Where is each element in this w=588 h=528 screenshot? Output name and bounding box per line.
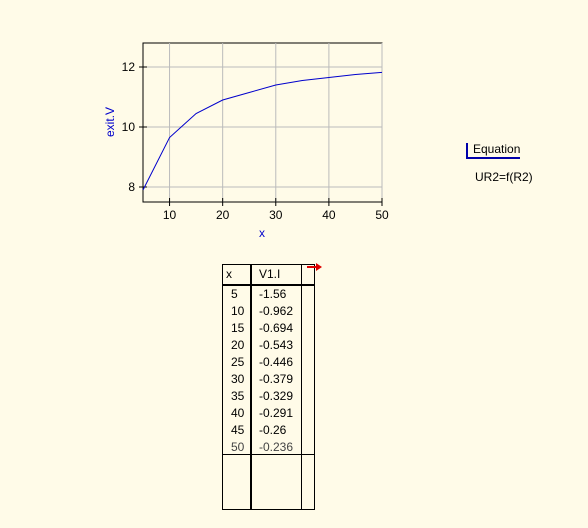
table-row[interactable]: 15 -0.694 xyxy=(223,321,301,338)
plot-area xyxy=(142,42,383,203)
column-divider xyxy=(301,265,302,509)
equation-formula: UR2=f(R2) xyxy=(475,170,533,184)
x-axis-label: x xyxy=(259,226,265,240)
cell-v1-i: -0.694 xyxy=(259,321,294,335)
header-divider xyxy=(223,284,314,286)
cell-v1-i: -0.236 xyxy=(259,440,294,454)
cell-x: 5 xyxy=(231,287,238,301)
cell-x: 30 xyxy=(231,372,245,386)
table-row[interactable]: 20 -0.543 xyxy=(223,338,301,355)
cell-x: 40 xyxy=(231,406,245,420)
table-row[interactable]: 25 -0.446 xyxy=(223,355,301,372)
cell-v1-i: -0.543 xyxy=(259,338,294,352)
cell-x: 25 xyxy=(231,355,245,369)
cell-x: 50 xyxy=(231,440,245,454)
column-header-x[interactable]: x xyxy=(226,267,232,281)
table-body: 5 -1.56 10 -0.962 15 -0.694 20 -0.543 25 -0.446 30… xyxy=(223,287,301,457)
results-table[interactable]: x V1.I 5 -1.56 10 -0.962 15 -0.694 20 -0.543 25-… xyxy=(222,264,315,510)
series-line xyxy=(142,71,383,191)
column-header-v1-i[interactable]: V1.I xyxy=(259,267,281,281)
x-tick-label: 30 xyxy=(269,208,283,222)
cell-v1-i: -1.56 xyxy=(259,287,287,301)
column-divider xyxy=(250,265,252,509)
equation-block[interactable]: Equation xyxy=(466,143,520,159)
table-row[interactable]: 5 -1.56 xyxy=(223,287,301,304)
cell-v1-i: -0.291 xyxy=(259,406,294,420)
cell-x: 15 xyxy=(231,321,245,335)
axis-ticks: 10 20 30 40 50 8 10 12 xyxy=(122,60,389,222)
line-chart: 10 20 30 40 50 8 10 12 x exit.V xyxy=(103,42,389,240)
red-arrow-icon[interactable] xyxy=(307,262,323,272)
y-tick-label: 8 xyxy=(128,180,135,194)
cell-v1-i: -0.379 xyxy=(259,372,294,386)
cell-x: 10 xyxy=(231,304,245,318)
equation-label: Equation xyxy=(473,142,521,156)
x-tick-label: 40 xyxy=(322,208,336,222)
y-axis-label: exit.V xyxy=(103,107,117,137)
cell-x: 20 xyxy=(231,338,245,352)
cell-x: 35 xyxy=(231,389,245,403)
table-row[interactable]: 45 -0.26 xyxy=(223,423,301,440)
table-bottom-divider xyxy=(223,454,314,455)
y-tick-label: 10 xyxy=(122,120,136,134)
grid-lines xyxy=(143,43,383,202)
table-row[interactable]: 35 -0.329 xyxy=(223,389,301,406)
cell-v1-i: -0.329 xyxy=(259,389,294,403)
table-row[interactable]: 50 -0.236 xyxy=(223,440,301,457)
y-tick-label: 12 xyxy=(122,60,136,74)
x-tick-label: 10 xyxy=(163,208,177,222)
cell-x: 45 xyxy=(231,423,245,437)
table-row[interactable]: 40 -0.291 xyxy=(223,406,301,423)
x-tick-label: 20 xyxy=(216,208,230,222)
x-tick-label: 50 xyxy=(375,208,389,222)
table-row[interactable]: 30 -0.379 xyxy=(223,372,301,389)
cell-v1-i: -0.26 xyxy=(259,423,287,437)
table-row[interactable]: 10 -0.962 xyxy=(223,304,301,321)
cell-v1-i: -0.962 xyxy=(259,304,294,318)
cell-v1-i: -0.446 xyxy=(259,355,294,369)
